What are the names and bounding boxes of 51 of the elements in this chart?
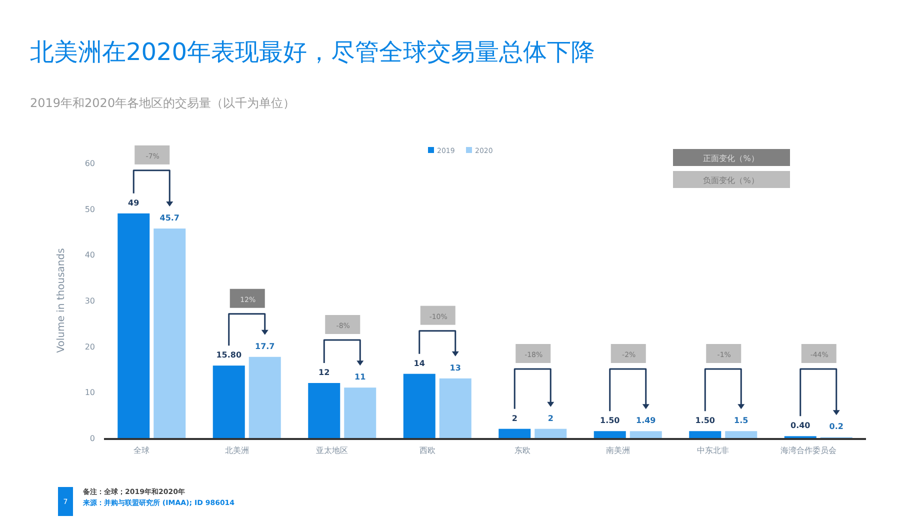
x-tick-label: 中东北非 xyxy=(697,446,730,455)
x-tick-label: 北美洲 xyxy=(224,446,249,455)
bar xyxy=(403,374,436,438)
bar xyxy=(689,431,722,438)
data-label: 17.7 xyxy=(255,342,275,351)
data-label: 2 xyxy=(548,414,554,423)
x-tick-label: 东欧 xyxy=(514,446,531,455)
y-tick-label: 50 xyxy=(84,204,95,214)
bar xyxy=(594,431,626,438)
data-label: 1.5 xyxy=(734,416,749,426)
data-label: 0.2 xyxy=(829,422,844,432)
y-tick-label: 0 xyxy=(90,434,95,443)
chart-title: 北美洲在2020年表现最好，尽管全球交易量总体下降 xyxy=(30,38,596,66)
bar xyxy=(630,431,662,438)
y-tick-label: 40 xyxy=(84,250,95,260)
data-label: 14 xyxy=(414,358,426,368)
bar xyxy=(725,431,758,438)
chart-subtitle: 2019年和2020年各地区的交易量（以千为单位） xyxy=(30,96,296,110)
data-label: 45.7 xyxy=(160,214,180,223)
bar xyxy=(439,378,472,438)
change-legend-neg: 负面变化（%） xyxy=(673,171,790,188)
data-label: 1.50 xyxy=(600,416,620,426)
data-label: 2 xyxy=(512,414,518,423)
change-legend-pos: 正面变化（%） xyxy=(673,149,790,166)
data-label: 49 xyxy=(128,198,140,208)
bar xyxy=(534,428,567,438)
x-tick-label: 海湾合作委员会 xyxy=(780,446,836,455)
data-label: 11 xyxy=(354,372,366,382)
y-tick-label: 10 xyxy=(84,388,95,398)
bar xyxy=(498,428,531,438)
data-label: 12 xyxy=(318,368,330,377)
x-tick-label: 西欧 xyxy=(419,446,436,455)
data-label: 1.50 xyxy=(695,416,716,426)
data-label: 1.49 xyxy=(636,416,656,426)
bar xyxy=(118,213,150,438)
y-tick-label: 60 xyxy=(84,159,95,168)
bar xyxy=(154,228,186,438)
x-tick-label: 亚太地区 xyxy=(316,446,348,455)
y-tick-label: 30 xyxy=(84,296,95,306)
bar xyxy=(212,366,245,438)
data-label: 0.40 xyxy=(790,421,811,430)
bar xyxy=(248,356,281,438)
bar xyxy=(308,383,340,438)
data-label: 15.80 xyxy=(216,350,242,360)
x-tick-label: 南美洲 xyxy=(606,446,630,455)
y-tick-label: 20 xyxy=(84,342,95,352)
bar xyxy=(344,388,376,438)
data-label: 13 xyxy=(450,363,461,372)
annotation: 负面变化（%） xyxy=(703,176,759,185)
x-tick-label: 全球 xyxy=(134,446,150,455)
y-axis-title: Volume in thousands xyxy=(56,248,67,353)
